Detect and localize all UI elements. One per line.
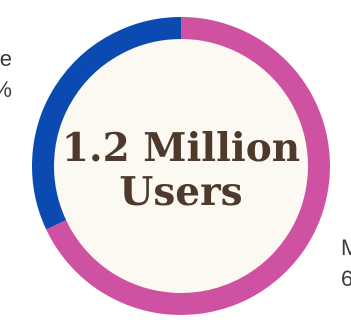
labels-group: Female 32% Male 68% — [0, 46, 351, 291]
slices-group — [32, 17, 330, 315]
center-disc — [53, 38, 309, 294]
label-female-line-1: Female — [0, 46, 12, 71]
slice-female — [32, 17, 182, 230]
label-male-line-2: 68% — [341, 266, 351, 291]
slice-male — [46, 17, 330, 315]
label-male-line-1: Male — [341, 235, 351, 260]
center-title-line-2: Users — [119, 169, 242, 215]
center-title-line-1: 1.2 Million — [62, 125, 300, 171]
label-female-line-2: 32% — [0, 77, 12, 102]
